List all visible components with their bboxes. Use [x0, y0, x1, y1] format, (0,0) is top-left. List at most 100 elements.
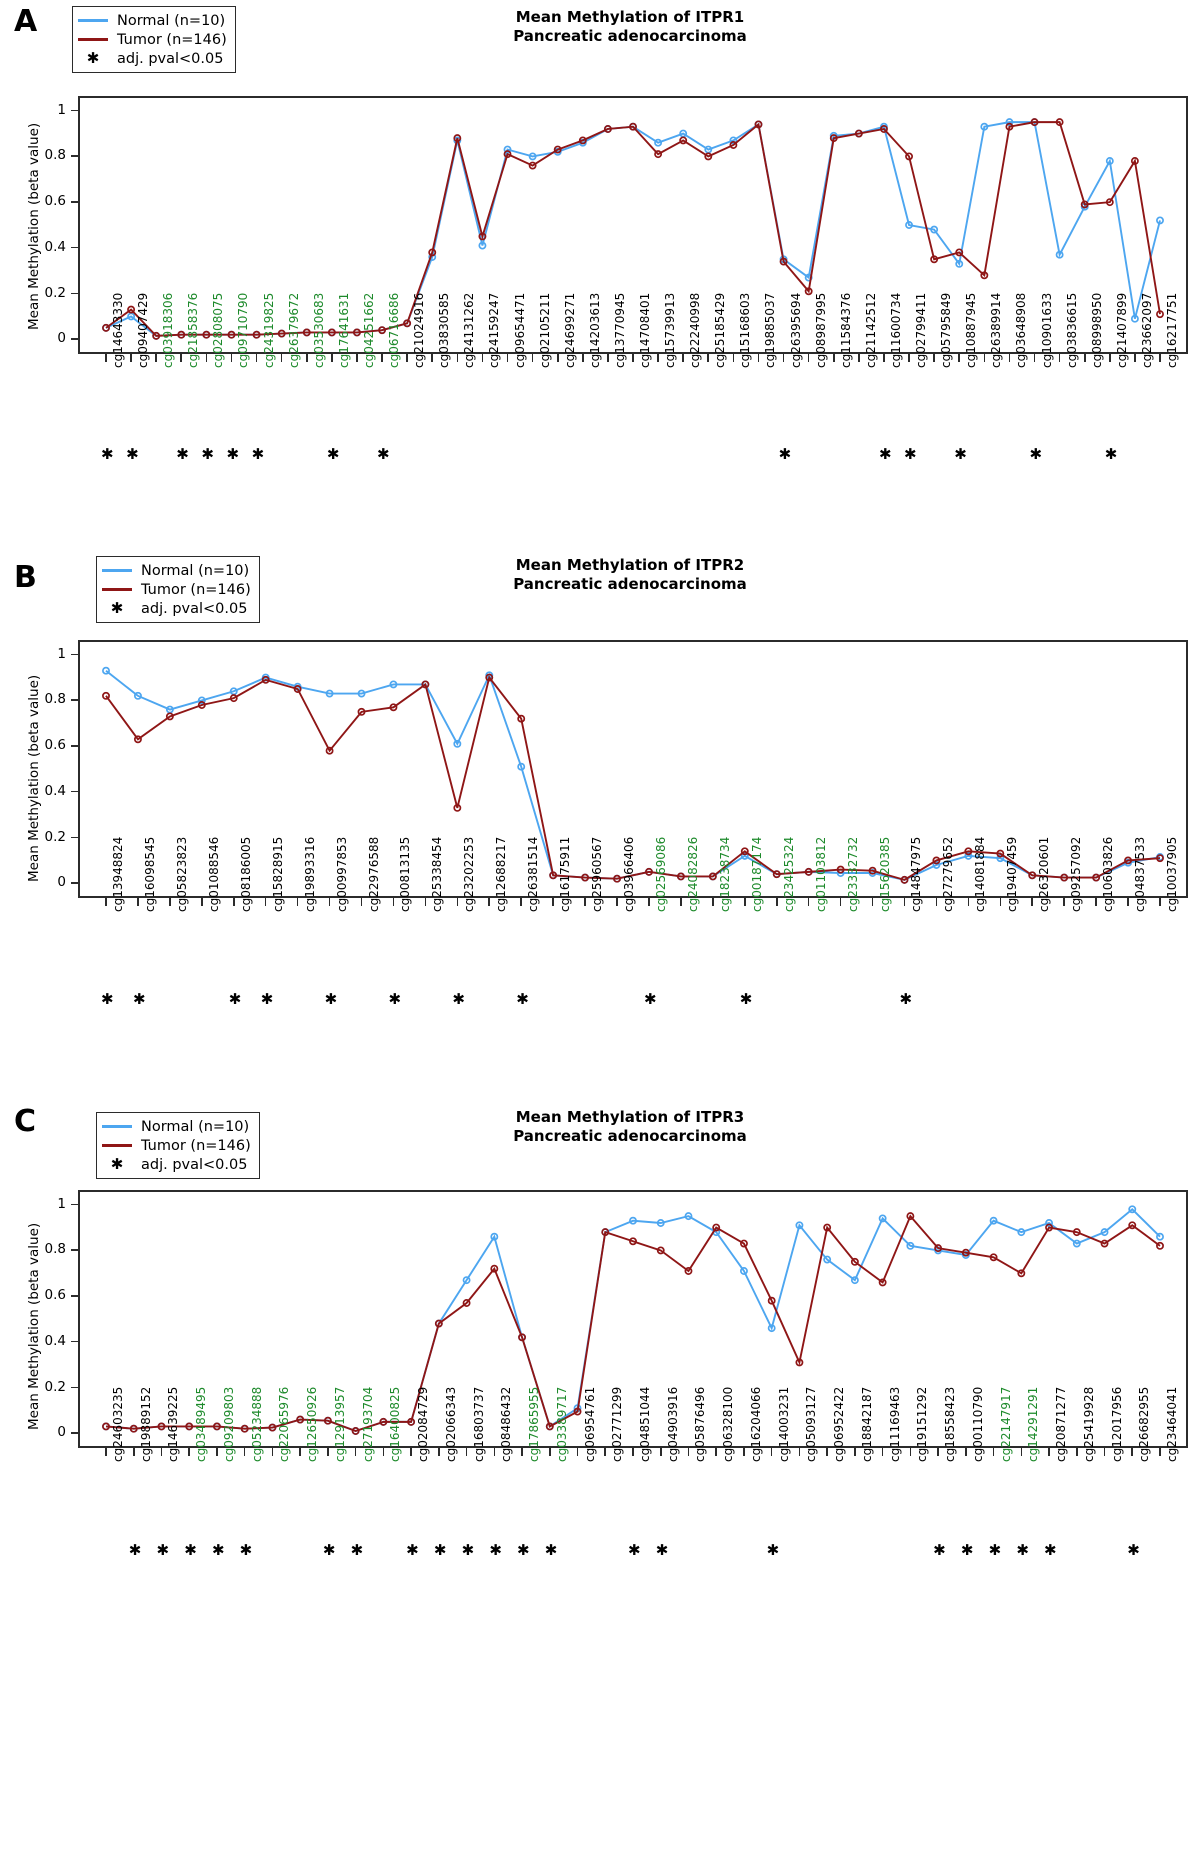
significance-star: ✱: [988, 1541, 1002, 1559]
panel-b-legend: Normal (n=10) Tumor (n=146) ✱ adj. pval<…: [96, 556, 260, 623]
x-axis-tick-label: cg02105211: [537, 292, 552, 368]
x-axis-tick-label: cg09654471: [512, 292, 527, 368]
significance-star: ✱: [184, 1541, 197, 1559]
significance-star: ✱: [324, 990, 338, 1008]
x-axis-tick-label: cg18558423: [943, 1386, 958, 1462]
normal-data-point: [1130, 314, 1139, 323]
x-axis-tick-mark: [1159, 898, 1161, 906]
x-axis-tick-label: cg02799411: [914, 292, 929, 368]
normal-data-point: [1072, 1239, 1081, 1248]
x-axis-tick-mark: [232, 898, 235, 906]
x-axis-tick-label: cg15620385: [877, 836, 892, 912]
x-axis-tick-label: cg15828915: [270, 836, 285, 912]
x-axis-tick-mark: [205, 354, 208, 362]
significance-star: ✱: [156, 1541, 170, 1559]
x-axis-tick-mark: [757, 354, 760, 362]
significance-star: ✱: [933, 1541, 946, 1559]
x-axis-tick-label: cg19407459: [1005, 836, 1020, 912]
x-axis-tick-label: cg16803737: [471, 1386, 486, 1462]
tumor-data-point: [485, 673, 494, 682]
x-axis-tick-label: cg22976588: [366, 836, 381, 912]
normal-data-point: [906, 1241, 915, 1250]
tumor-data-point: [829, 134, 838, 143]
x-axis-tick-label: cg26379672: [286, 292, 301, 368]
x-axis-tick-label: cg21407899: [1114, 292, 1129, 368]
x-axis-tick-mark: [531, 354, 534, 362]
x-axis-tick-mark: [935, 898, 938, 906]
x-axis-tick-mark: [576, 1448, 579, 1456]
x-axis-tick-mark: [1103, 1448, 1106, 1456]
tumor-data-point: [603, 125, 612, 133]
x-axis-tick-mark: [552, 898, 554, 906]
tumor-data-point: [996, 849, 1005, 858]
normal-line-swatch: [78, 19, 108, 22]
x-axis-tick-label: cg15739913: [663, 292, 678, 368]
legend-tumor-label: Tumor (n=146): [141, 1137, 251, 1154]
x-axis-tick-mark: [456, 898, 459, 906]
x-axis-tick-mark: [105, 354, 107, 362]
x-axis-tick-mark: [331, 354, 333, 362]
tumor-data-point: [850, 1257, 859, 1266]
tumor-data-point: [854, 129, 863, 138]
normal-data-point: [905, 221, 914, 229]
legend-row-tumor: Tumor (n=146): [78, 30, 227, 49]
normal-data-point: [102, 666, 110, 675]
tumor-data-point: [503, 150, 512, 159]
tumor-data-point: [795, 1358, 804, 1367]
x-axis-tick-mark: [465, 1448, 468, 1456]
normal-data-point: [1045, 1219, 1054, 1227]
x-axis-tick-label: cg16175911: [558, 836, 573, 912]
y-axis-tick-label: 0: [57, 330, 66, 347]
x-axis-tick-label: cg11600734: [888, 292, 903, 368]
panel-c-legend: Normal (n=10) Tumor (n=146) ✱ adj. pval<…: [96, 1112, 260, 1179]
normal-data-point: [1005, 118, 1014, 127]
tumor-data-point: [1017, 1269, 1026, 1278]
tumor-data-point: [878, 1278, 887, 1287]
significance-star: ✱: [461, 1541, 475, 1559]
normal-data-point: [989, 1216, 998, 1225]
y-axis-tick-mark: [71, 338, 78, 340]
tumor-data-point: [779, 257, 788, 266]
significance-star: ✱: [1127, 1541, 1140, 1559]
x-axis-tick-label: cg01103812: [813, 836, 828, 912]
x-axis-tick-label: cg14708401: [638, 292, 652, 368]
legend-row-tumor: Tumor (n=146): [102, 580, 251, 599]
panel-a-legend: Normal (n=10) Tumor (n=146) ✱ adj. pval<…: [72, 6, 236, 73]
x-axis-tick-mark: [230, 354, 233, 362]
x-axis-tick-label: cg14291291: [1026, 1386, 1041, 1462]
tumor-data-point: [684, 1267, 693, 1275]
x-axis-tick-mark: [354, 1448, 357, 1456]
legend-normal-label: Normal (n=10): [117, 12, 226, 29]
tumor-data-point: [212, 1422, 221, 1431]
tumor-data-point: [1028, 871, 1037, 880]
x-axis-tick-mark: [1008, 354, 1011, 362]
x-axis-tick-mark: [770, 1448, 773, 1456]
x-axis-tick-label: cg08186005: [238, 836, 253, 912]
x-axis-tick-mark: [356, 354, 358, 362]
normal-data-point: [795, 1221, 804, 1230]
tumor-data-point: [581, 873, 590, 882]
tumor-data-point: [197, 701, 206, 709]
normal-data-point: [980, 122, 989, 131]
x-axis-tick-mark: [488, 898, 491, 906]
x-axis-tick-mark: [406, 354, 408, 362]
x-axis-tick-mark: [160, 1448, 163, 1456]
x-axis-tick-mark: [506, 354, 509, 362]
tumor-data-point: [836, 865, 845, 874]
x-axis-tick-label: cg16217751: [1165, 292, 1179, 368]
x-axis-tick-label: cg04851044: [638, 1386, 652, 1462]
normal-data-point: [629, 1216, 637, 1225]
normal-data-point: [930, 225, 939, 234]
significance-star: ✱: [516, 990, 529, 1008]
x-axis-tick-label: cg27279652: [941, 836, 956, 912]
significance-star: ✱: [655, 1541, 669, 1559]
normal-data-point: [389, 680, 398, 689]
tumor-data-point: [823, 1223, 832, 1232]
tumor-data-point: [229, 694, 238, 703]
y-axis-tick-label: 0.8: [44, 1241, 66, 1258]
x-axis-tick-label: cg03530683: [311, 292, 326, 368]
normal-data-point: [932, 861, 941, 869]
x-axis-tick-label: cg16400825: [388, 1386, 403, 1462]
y-axis-tick-mark: [71, 882, 78, 884]
tumor-data-point: [679, 136, 688, 145]
